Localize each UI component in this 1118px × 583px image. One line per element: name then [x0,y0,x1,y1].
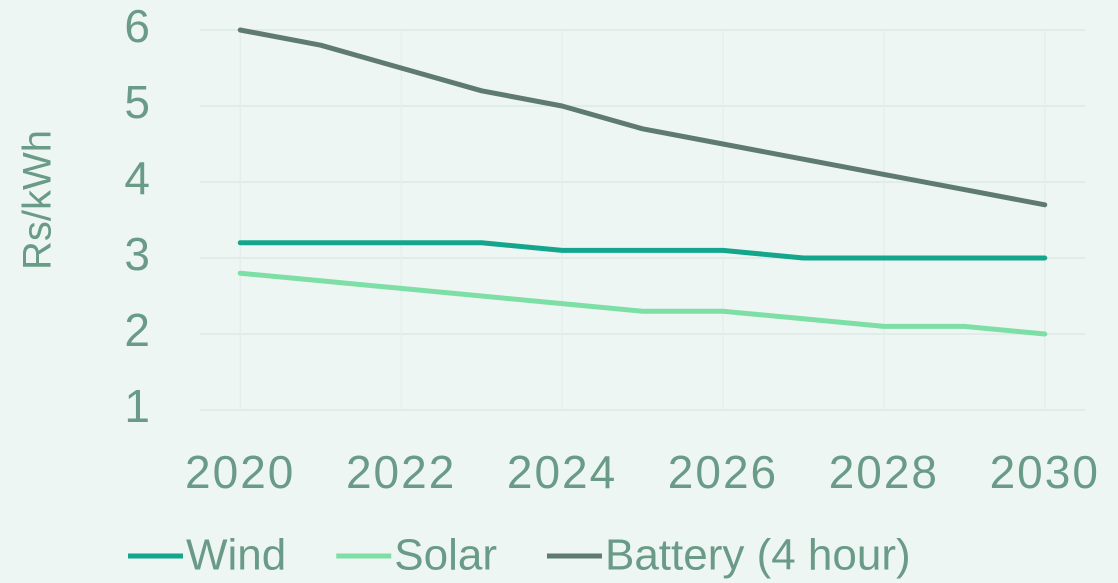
y-tick-label: 3 [124,228,150,280]
line [237,270,1048,337]
y-tick-label: 4 [124,152,150,204]
y-tick-label: 1 [124,380,150,432]
y-axis-label: Rs/kWh [16,130,60,270]
line [237,27,1048,208]
legend-label: Solar [394,531,497,580]
x-tick-label: 2020 [185,446,295,498]
x-tick-label: 2024 [507,446,617,498]
x-tick-label: 2022 [346,446,456,498]
y-tick-label: 6 [124,0,150,52]
y-tick-label: 5 [124,76,150,128]
x-tick-label: 2026 [668,446,778,498]
legend-label: Battery (4 hour) [605,531,911,580]
legend-label: Wind [186,531,286,580]
x-tick-label: 2028 [829,446,939,498]
line [237,240,1048,261]
x-tick-label: 2030 [990,446,1100,498]
y-tick-label: 2 [124,304,150,356]
